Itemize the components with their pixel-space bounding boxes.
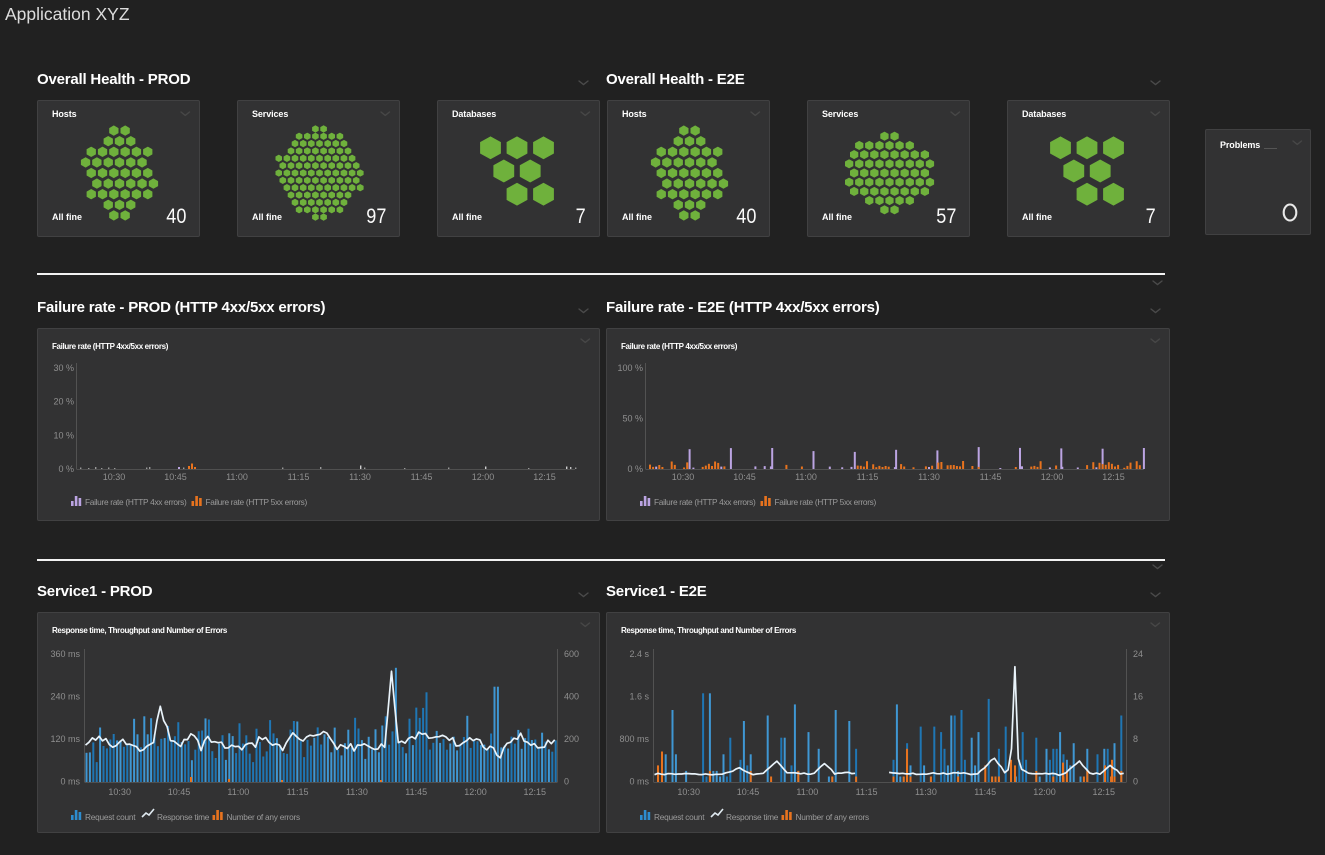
svg-text:12:00: 12:00 — [1033, 787, 1056, 797]
svg-text:0 ms: 0 ms — [60, 777, 80, 787]
svg-text:240 ms: 240 ms — [50, 692, 80, 702]
svg-text:10:45: 10:45 — [164, 472, 187, 482]
svg-text:10 %: 10 % — [53, 430, 74, 440]
svg-text:11:30: 11:30 — [346, 787, 368, 797]
svg-text:Number of any errors: Number of any errors — [227, 812, 300, 822]
svg-text:11:15: 11:15 — [288, 472, 310, 482]
svg-text:10:45: 10:45 — [168, 787, 191, 797]
svg-text:Number of any errors: Number of any errors — [796, 812, 869, 822]
svg-text:11:30: 11:30 — [915, 787, 937, 797]
svg-text:0: 0 — [564, 777, 569, 787]
svg-text:100 %: 100 % — [617, 363, 643, 373]
svg-text:Failure rate (HTTP 5xx errors): Failure rate (HTTP 5xx errors) — [775, 497, 877, 507]
svg-text:800 ms: 800 ms — [619, 734, 649, 744]
svg-text:11:15: 11:15 — [287, 787, 309, 797]
svg-text:200: 200 — [564, 734, 579, 744]
svg-text:600: 600 — [564, 649, 579, 659]
svg-text:400: 400 — [564, 692, 579, 702]
svg-text:11:45: 11:45 — [405, 787, 427, 797]
svg-text:12:00: 12:00 — [472, 472, 495, 482]
svg-text:12:15: 12:15 — [524, 787, 547, 797]
svg-text:11:00: 11:00 — [796, 787, 818, 797]
svg-text:12:00: 12:00 — [464, 787, 487, 797]
svg-text:10:30: 10:30 — [677, 787, 700, 797]
svg-text:11:15: 11:15 — [857, 472, 879, 482]
svg-text:11:00: 11:00 — [795, 472, 817, 482]
svg-text:Response time, Throughput and: Response time, Throughput and Number of … — [621, 626, 797, 635]
svg-text:12:15: 12:15 — [1102, 472, 1125, 482]
svg-text:Request count: Request count — [654, 812, 705, 822]
svg-text:Response time, Throughput and: Response time, Throughput and Number of … — [52, 626, 228, 635]
svg-text:10:30: 10:30 — [103, 472, 126, 482]
svg-text:24: 24 — [1133, 649, 1143, 659]
svg-text:12:15: 12:15 — [1093, 787, 1116, 797]
svg-text:0 %: 0 % — [58, 464, 74, 474]
svg-text:120 ms: 120 ms — [50, 734, 80, 744]
svg-text:11:15: 11:15 — [856, 787, 878, 797]
svg-text:12:15: 12:15 — [533, 472, 556, 482]
svg-text:20 %: 20 % — [53, 397, 74, 407]
svg-text:0 %: 0 % — [627, 464, 643, 474]
svg-text:10:45: 10:45 — [733, 472, 756, 482]
svg-text:11:00: 11:00 — [227, 787, 249, 797]
svg-text:0: 0 — [1133, 777, 1138, 787]
svg-text:0 ms: 0 ms — [629, 777, 649, 787]
svg-text:16: 16 — [1133, 692, 1143, 702]
svg-text:12:00: 12:00 — [1041, 472, 1064, 482]
svg-text:Failure rate (HTTP 5xx errors): Failure rate (HTTP 5xx errors) — [206, 497, 308, 507]
svg-text:11:45: 11:45 — [974, 787, 996, 797]
svg-text:10:45: 10:45 — [737, 787, 760, 797]
svg-text:30 %: 30 % — [53, 363, 74, 373]
svg-text:10:30: 10:30 — [108, 787, 131, 797]
svg-text:11:30: 11:30 — [918, 472, 940, 482]
svg-text:11:00: 11:00 — [226, 472, 248, 482]
svg-text:Failure rate (HTTP 4xx/5xx err: Failure rate (HTTP 4xx/5xx errors) — [52, 342, 169, 351]
svg-text:Failure rate (HTTP 4xx/5xx err: Failure rate (HTTP 4xx/5xx errors) — [621, 342, 738, 351]
svg-text:Response time: Response time — [157, 812, 210, 822]
svg-text:360 ms: 360 ms — [50, 649, 80, 659]
svg-text:10:30: 10:30 — [672, 472, 695, 482]
svg-text:11:45: 11:45 — [411, 472, 433, 482]
svg-text:50 %: 50 % — [622, 414, 643, 424]
svg-text:Response time: Response time — [726, 812, 779, 822]
svg-text:1.6 s: 1.6 s — [629, 692, 649, 702]
svg-text:8: 8 — [1133, 734, 1138, 744]
svg-text:Failure rate (HTTP 4xx errors): Failure rate (HTTP 4xx errors) — [85, 497, 187, 507]
svg-text:Request count: Request count — [85, 812, 136, 822]
svg-text:Failure rate (HTTP 4xx errors): Failure rate (HTTP 4xx errors) — [654, 497, 756, 507]
svg-text:11:45: 11:45 — [980, 472, 1002, 482]
svg-text:2.4 s: 2.4 s — [629, 649, 649, 659]
svg-text:11:30: 11:30 — [349, 472, 371, 482]
